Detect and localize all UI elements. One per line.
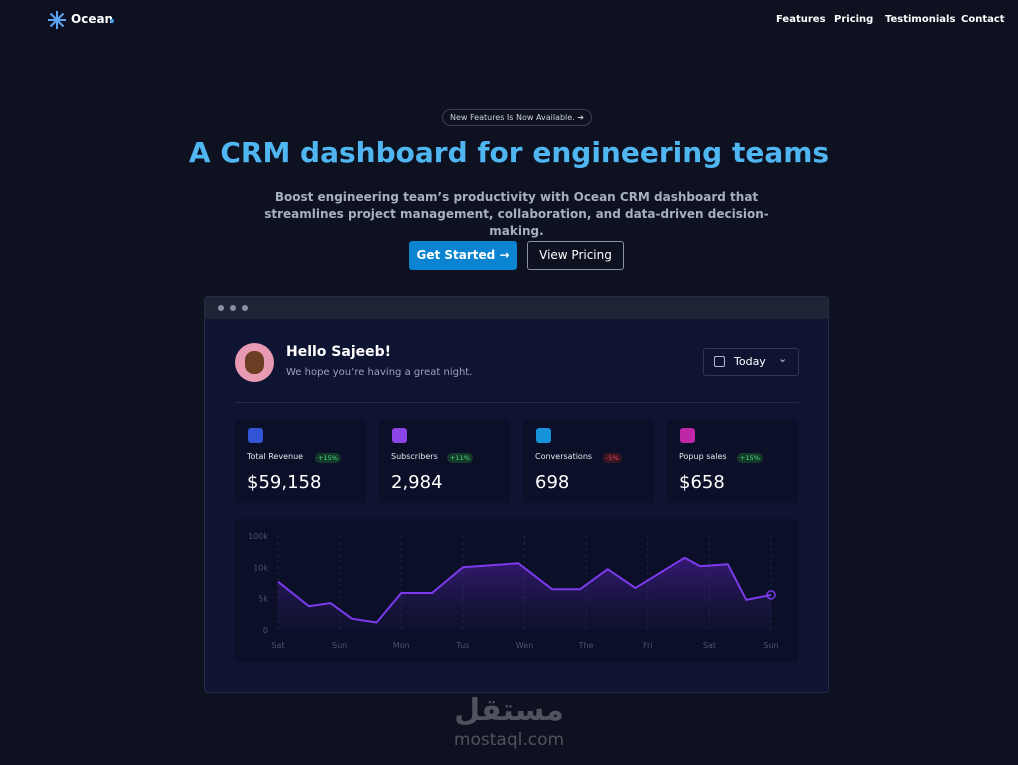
- stat-card: Total Revenue +15% $59,158: [235, 419, 366, 503]
- stat-card: Subscribers +11% 2,984: [379, 419, 510, 503]
- line: [277, 556, 772, 624]
- logo-icon: [48, 11, 66, 29]
- period-select[interactable]: Today ⌄: [703, 348, 799, 376]
- y-tick-label: 5k: [258, 595, 268, 604]
- x-tick-label: The: [578, 641, 594, 650]
- navbar: Ocean Features Pricing Testimonials Cont…: [0, 0, 1018, 40]
- x-tick-label: Sat: [271, 641, 284, 650]
- greeting-message: We hope you’re having a great night.: [286, 367, 473, 378]
- stat-change: +11%: [447, 453, 473, 463]
- secondary-button[interactable]: View Pricing: [527, 241, 624, 270]
- stat-value: 2,984: [391, 472, 443, 493]
- watermark-latin: mostaql.com: [453, 730, 565, 750]
- nav-link[interactable]: Contact: [961, 14, 1005, 25]
- period-label: Today: [734, 355, 766, 368]
- y-tick-label: 100k: [248, 532, 268, 541]
- x-tick-label: Mon: [393, 641, 410, 650]
- nav-link[interactable]: Features: [776, 14, 826, 25]
- area: [278, 557, 771, 630]
- y-tick-label: 0: [263, 626, 268, 635]
- stat-change: +15%: [737, 453, 763, 463]
- stat-value: $59,158: [247, 472, 322, 493]
- nav-link[interactable]: Pricing: [834, 14, 874, 25]
- chart: 0 5k 10k 100k Sat Sun Mon Tus Wen The Fri Sat Sun: [235, 519, 798, 662]
- stat-label: Conversations: [535, 452, 593, 461]
- stat-label: Total Revenue: [247, 452, 304, 461]
- hero-title: A CRM dashboard for engineering teams: [188, 136, 830, 169]
- end-marker: [766, 590, 776, 600]
- x-tick-label: Tus: [455, 641, 469, 650]
- avatar: [235, 343, 274, 382]
- badge[interactable]: New Features Is Now Available. ➔: [442, 109, 592, 126]
- stat-change: +15%: [315, 453, 341, 463]
- hero-subtitle: Boost engineering team’s productivity wi…: [264, 190, 769, 238]
- window-bar: [205, 297, 828, 319]
- x-tick-label: Sun: [763, 641, 778, 650]
- primary-button[interactable]: Get Started →: [409, 241, 517, 270]
- nav-link[interactable]: Testimonials: [885, 14, 956, 25]
- stat-change: -5%: [603, 453, 622, 463]
- watermark-arabic: مستقل: [454, 693, 564, 728]
- badge-text: New Features Is Now Available.: [450, 113, 575, 122]
- greeting: Hello Sajeeb!: [286, 344, 392, 360]
- divider: [235, 402, 799, 403]
- x-tick-label: Sat: [703, 641, 716, 650]
- x-tick-label: Wen: [516, 641, 533, 650]
- stat-label: Popup sales: [679, 452, 727, 461]
- stat-card: Conversations -5% 698: [523, 419, 654, 503]
- stat-value: 698: [535, 472, 570, 493]
- stat-label: Subscribers: [391, 452, 438, 461]
- y-tick-label: 10k: [253, 563, 268, 572]
- x-tick-label: Sun: [332, 641, 347, 650]
- x-tick-label: Fri: [643, 641, 653, 650]
- brand-dot: [110, 19, 114, 23]
- brand[interactable]: Ocean: [71, 12, 114, 26]
- stat-value: $658: [679, 472, 725, 493]
- stat-card: Popup sales +15% $658: [667, 419, 798, 503]
